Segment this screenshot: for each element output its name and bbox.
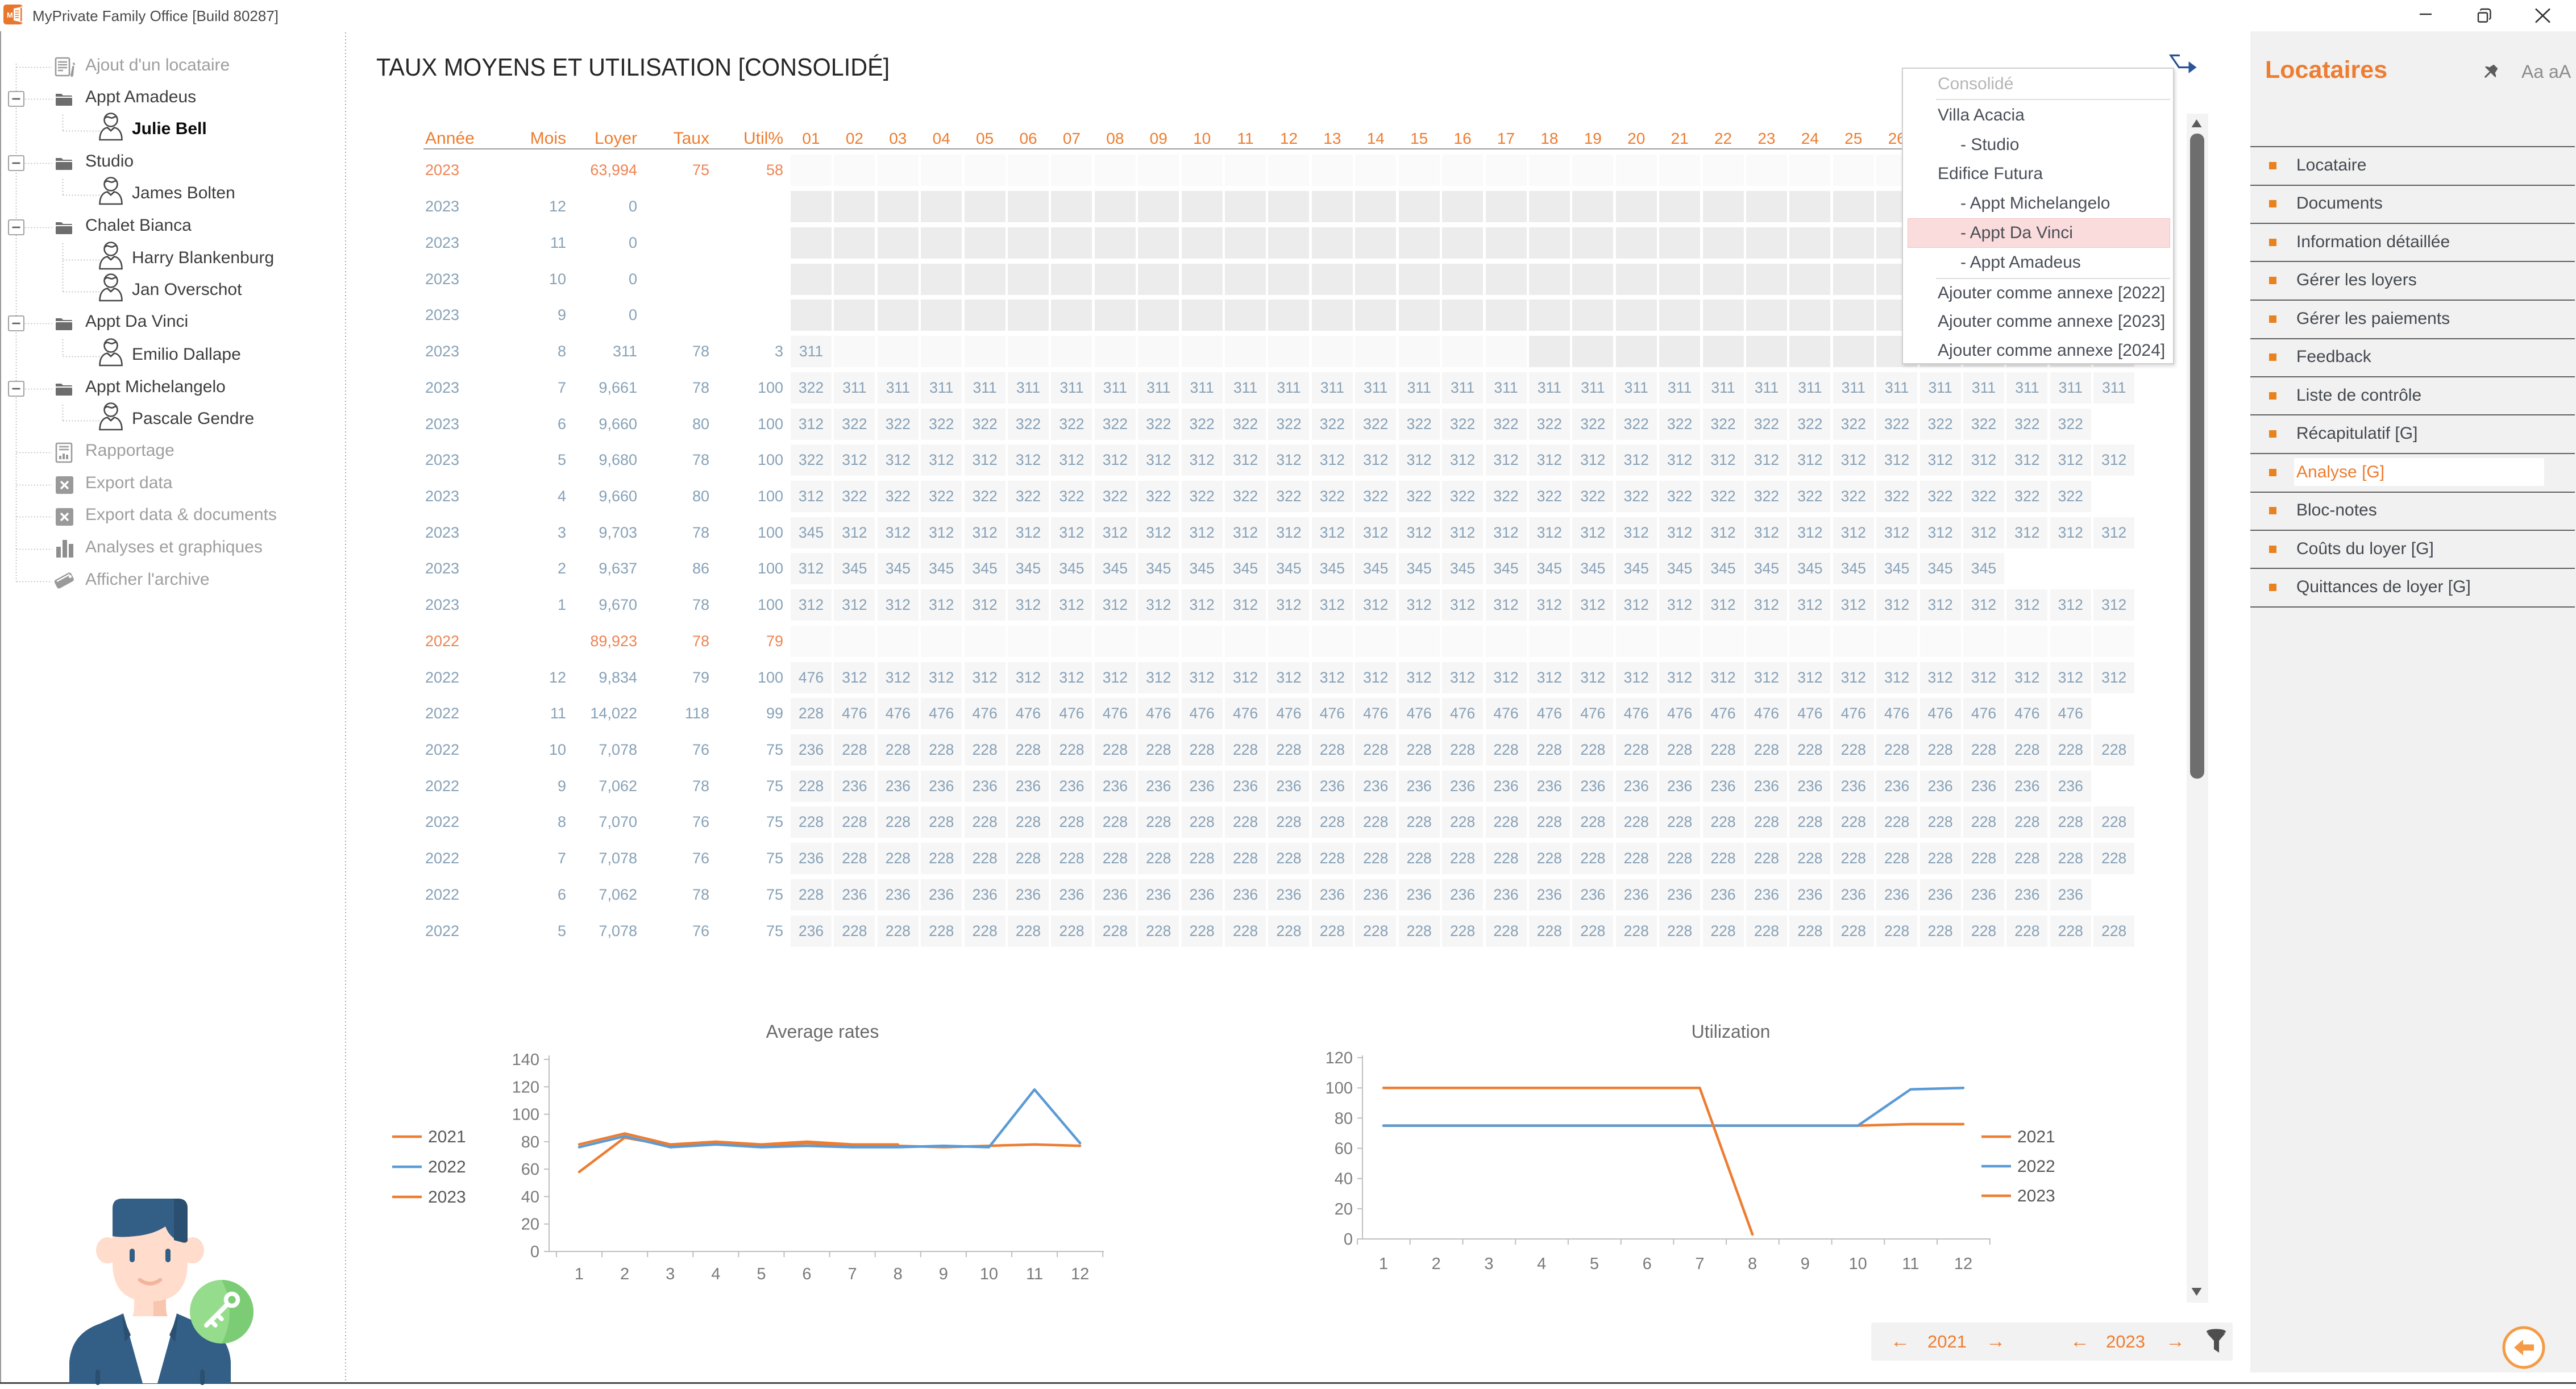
svg-text:1: 1 [575,1265,584,1283]
svg-text:1: 1 [1379,1255,1388,1273]
svg-text:9: 9 [939,1265,948,1283]
svg-text:9: 9 [1801,1255,1810,1273]
svg-text:6: 6 [802,1265,811,1283]
svg-text:20: 20 [521,1216,539,1234]
svg-text:2022: 2022 [2017,1157,2055,1176]
svg-text:40: 40 [1335,1170,1353,1188]
svg-text:2023: 2023 [2017,1187,2055,1205]
svg-text:2: 2 [1432,1255,1441,1273]
svg-text:7: 7 [848,1265,857,1283]
svg-text:80: 80 [1335,1109,1353,1128]
svg-text:2022: 2022 [428,1158,466,1176]
svg-text:10: 10 [1848,1255,1867,1273]
svg-text:5: 5 [1590,1255,1599,1273]
svg-text:Utilization: Utilization [1692,1021,1771,1042]
svg-text:11: 11 [1902,1255,1919,1273]
svg-text:120: 120 [1326,1049,1353,1067]
svg-text:8: 8 [894,1265,903,1283]
svg-text:7: 7 [1695,1255,1704,1273]
svg-text:0: 0 [1344,1230,1353,1249]
svg-text:6: 6 [1643,1255,1652,1273]
svg-text:Average rates: Average rates [766,1021,879,1042]
svg-text:12: 12 [1954,1255,1972,1273]
svg-text:2021: 2021 [2017,1128,2055,1146]
svg-text:4: 4 [711,1265,720,1283]
svg-text:140: 140 [512,1051,539,1069]
svg-text:40: 40 [521,1188,539,1206]
svg-text:4: 4 [1537,1255,1546,1273]
svg-text:5: 5 [757,1265,766,1283]
svg-text:2023: 2023 [428,1188,466,1207]
svg-text:2: 2 [620,1265,629,1283]
svg-text:120: 120 [512,1078,539,1096]
svg-text:100: 100 [512,1106,539,1124]
svg-text:M: M [7,11,13,19]
svg-text:20: 20 [1335,1200,1353,1219]
svg-text:100: 100 [1326,1079,1353,1097]
svg-text:8: 8 [1748,1255,1757,1273]
svg-text:60: 60 [521,1161,539,1179]
svg-text:11: 11 [1026,1265,1043,1283]
svg-text:60: 60 [1335,1140,1353,1158]
svg-text:3: 3 [1484,1255,1493,1273]
svg-text:10: 10 [980,1265,998,1283]
svg-text:0: 0 [530,1243,539,1261]
svg-text:12: 12 [1071,1265,1089,1283]
svg-text:3: 3 [666,1265,675,1283]
svg-text:80: 80 [521,1133,539,1151]
svg-text:2021: 2021 [428,1128,466,1146]
